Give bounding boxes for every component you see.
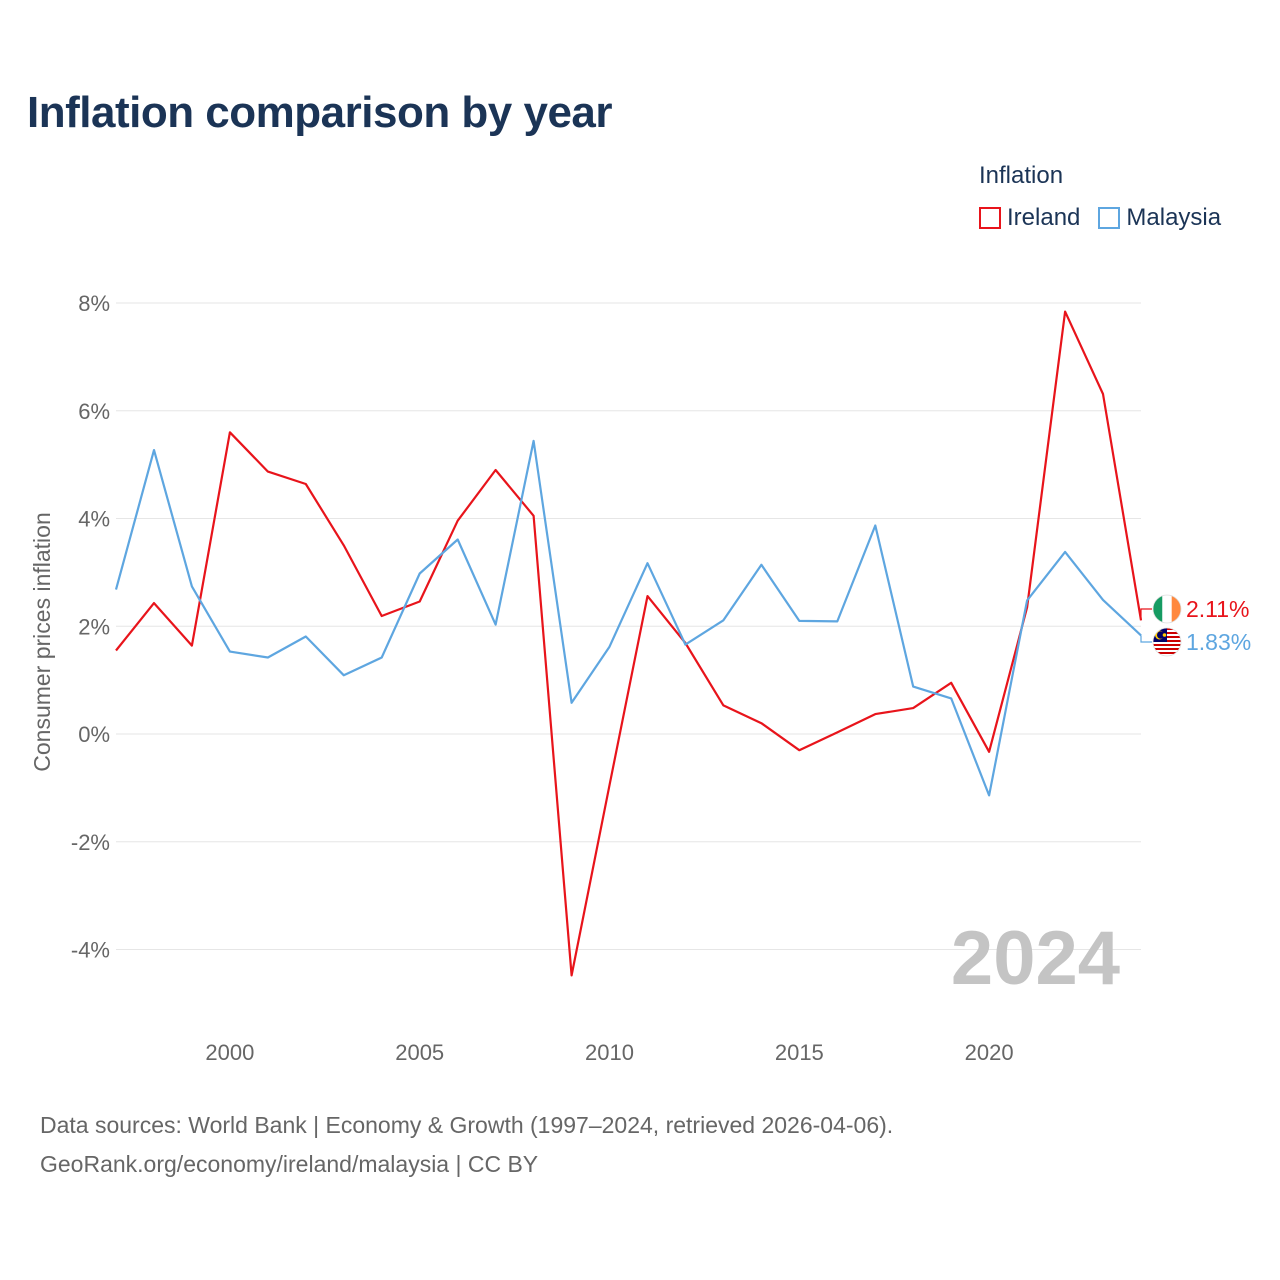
data-point-malaysia[interactable] — [720, 617, 726, 623]
data-point-malaysia[interactable] — [1062, 549, 1068, 555]
data-point-ireland[interactable] — [758, 720, 764, 726]
chart-title: Inflation comparison by year — [27, 88, 613, 137]
x-tick-label: 2015 — [775, 1040, 824, 1065]
ireland-flag-icon — [1152, 594, 1182, 624]
data-point-malaysia[interactable] — [189, 583, 195, 589]
data-point-ireland[interactable] — [1062, 309, 1068, 315]
y-tick-label: -2% — [71, 830, 110, 855]
legend: Inflation Ireland Malaysia — [979, 162, 1221, 232]
x-tick-label: 2000 — [205, 1040, 254, 1065]
data-point-malaysia[interactable] — [796, 618, 802, 624]
source-line-2[interactable]: GeoRank.org/economy/ireland/malaysia | C… — [40, 1151, 539, 1177]
data-point-malaysia[interactable] — [758, 562, 764, 568]
data-point-malaysia[interactable] — [341, 672, 347, 678]
data-point-ireland[interactable] — [720, 702, 726, 708]
y-tick-label: -4% — [71, 938, 110, 963]
data-point-malaysia[interactable] — [227, 649, 233, 655]
data-point-malaysia[interactable] — [682, 642, 688, 648]
data-point-ireland[interactable] — [113, 647, 119, 653]
data-point-ireland[interactable] — [986, 749, 992, 755]
data-point-malaysia[interactable] — [644, 560, 650, 566]
y-tick-label: 8% — [78, 291, 110, 316]
legend-swatch-malaysia — [1098, 207, 1121, 229]
y-axis-label: Consumer prices inflation — [29, 512, 55, 772]
data-point-malaysia[interactable] — [151, 447, 157, 453]
legend-title: Inflation — [979, 162, 1064, 189]
x-tick-label: 2020 — [965, 1040, 1014, 1065]
data-point-malaysia[interactable] — [1100, 597, 1106, 603]
data-point-ireland[interactable] — [872, 711, 878, 717]
data-point-ireland[interactable] — [227, 429, 233, 435]
end-label-ireland: 2.11% — [1186, 596, 1250, 622]
end-connector — [1140, 635, 1152, 643]
x-tick-label: 2010 — [585, 1040, 634, 1065]
legend-item-malaysia[interactable]: Malaysia — [1098, 204, 1221, 232]
data-point-ireland[interactable] — [303, 481, 309, 487]
source-note: Data sources: World Bank | Economy & Gro… — [40, 1106, 893, 1184]
data-point-malaysia[interactable] — [1024, 597, 1030, 603]
data-point-ireland[interactable] — [379, 613, 385, 619]
data-point-malaysia[interactable] — [455, 537, 461, 543]
data-point-malaysia[interactable] — [303, 633, 309, 639]
data-point-malaysia[interactable] — [986, 792, 992, 798]
malaysia-flag-icon — [1152, 627, 1182, 657]
data-point-ireland[interactable] — [265, 469, 271, 475]
data-point-ireland[interactable] — [493, 467, 499, 473]
data-point-malaysia[interactable] — [493, 622, 499, 628]
y-tick-label: 4% — [78, 507, 110, 532]
data-point-ireland[interactable] — [1100, 391, 1106, 397]
data-point-malaysia[interactable] — [834, 618, 840, 624]
data-point-malaysia[interactable] — [910, 684, 916, 690]
data-point-ireland[interactable] — [189, 643, 195, 649]
end-label-malaysia: 1.83% — [1186, 629, 1251, 655]
data-point-malaysia[interactable] — [379, 654, 385, 660]
year-watermark: 2024 — [951, 916, 1120, 1001]
y-tick-label: 2% — [78, 614, 110, 639]
data-point-malaysia[interactable] — [872, 523, 878, 529]
data-point-malaysia[interactable] — [948, 695, 954, 701]
data-point-malaysia[interactable] — [607, 644, 613, 650]
data-point-ireland[interactable] — [607, 782, 613, 788]
legend-label-malaysia: Malaysia — [1126, 204, 1222, 231]
series-line-ireland[interactable] — [115, 310, 1143, 977]
legend-item-ireland[interactable]: Ireland — [979, 204, 1080, 232]
data-point-malaysia[interactable] — [265, 654, 271, 660]
data-point-ireland[interactable] — [569, 972, 575, 978]
data-point-ireland[interactable] — [455, 518, 461, 524]
data-point-ireland[interactable] — [834, 729, 840, 735]
y-tick-label: 6% — [78, 399, 110, 424]
data-point-ireland[interactable] — [948, 680, 954, 686]
x-tick-label: 2005 — [395, 1040, 444, 1065]
end-connector — [1140, 608, 1152, 621]
data-point-malaysia[interactable] — [417, 570, 423, 576]
legend-label-ireland: Ireland — [1007, 204, 1081, 231]
data-point-ireland[interactable] — [531, 513, 537, 519]
data-point-malaysia[interactable] — [531, 438, 537, 444]
data-point-malaysia[interactable] — [113, 587, 119, 593]
data-point-ireland[interactable] — [644, 593, 650, 599]
source-line-1: Data sources: World Bank | Economy & Gro… — [40, 1112, 894, 1138]
data-point-ireland[interactable] — [796, 747, 802, 753]
series-line-malaysia[interactable] — [114, 439, 1142, 797]
data-point-ireland[interactable] — [417, 598, 423, 604]
data-point-ireland[interactable] — [341, 542, 347, 548]
y-tick-label: 0% — [78, 722, 110, 747]
data-point-malaysia[interactable] — [569, 700, 575, 706]
data-point-ireland[interactable] — [910, 705, 916, 711]
data-point-ireland[interactable] — [151, 600, 157, 606]
legend-swatch-ireland — [979, 207, 1001, 229]
